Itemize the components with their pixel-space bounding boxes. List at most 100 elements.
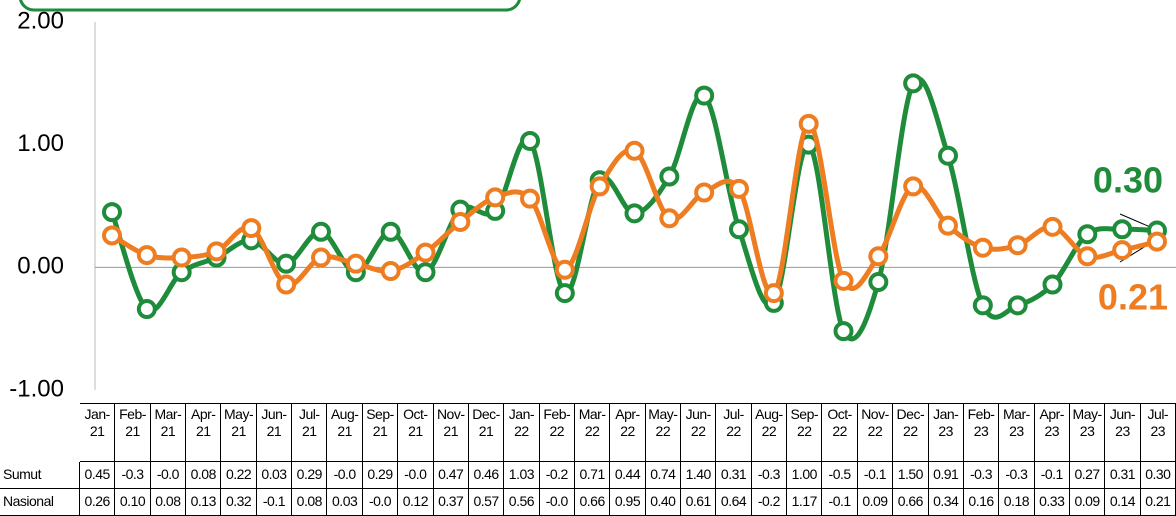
table-value: 0.09	[857, 489, 894, 516]
table-value: 0.33	[1034, 489, 1070, 516]
category-label: Jun-22	[681, 403, 717, 462]
table-value: 0.08	[292, 489, 328, 516]
point	[311, 247, 331, 268]
table-value: 0.74	[645, 462, 682, 489]
table-value: 0.29	[292, 462, 328, 489]
table-value: 0.95	[610, 489, 646, 516]
table-value: -0.2	[539, 462, 575, 489]
point	[1007, 295, 1028, 316]
y-tick-label: 2.00	[17, 7, 64, 34]
point	[380, 221, 401, 242]
point	[276, 253, 297, 274]
point	[972, 295, 993, 316]
series-name: Nasional	[0, 489, 80, 516]
category-label: May-21	[221, 403, 257, 462]
y-tick-label: 1.00	[17, 130, 64, 157]
table-value: 0.09	[1069, 489, 1106, 516]
category-label: May-23	[1069, 403, 1106, 462]
category-label: Mar-21	[150, 403, 187, 462]
table-value: -0.1	[857, 462, 894, 489]
table-value: -0.0	[398, 462, 434, 489]
table-value: 0.64	[716, 489, 752, 516]
point	[833, 270, 854, 291]
point	[450, 211, 471, 232]
point	[938, 215, 958, 236]
category-label: Dec-21	[468, 403, 505, 462]
category-label: Jan-21	[80, 403, 116, 462]
point	[729, 219, 749, 240]
category-label: Nov-22	[857, 403, 894, 462]
series-name: Sumut	[0, 462, 80, 489]
table-value: 0.18	[999, 489, 1035, 516]
table-value: -0.1	[822, 489, 858, 516]
table-value: -0.3	[963, 462, 1000, 489]
point	[136, 245, 157, 266]
table-value: 1.17	[787, 489, 823, 516]
table-value: 0.91	[928, 462, 964, 489]
point	[903, 73, 924, 94]
category-label: Nov-21	[433, 403, 469, 462]
table-value: 1.50	[893, 462, 929, 489]
point	[624, 203, 645, 224]
table-value: 0.40	[645, 489, 682, 516]
point	[1147, 231, 1167, 252]
table-value: 0.57	[468, 489, 505, 516]
category-label: Apr-21	[186, 403, 222, 462]
category-label: Jul-23	[1140, 403, 1176, 462]
point	[102, 202, 122, 223]
category-label: Mar-22	[574, 403, 611, 462]
end-label: 0.21	[1098, 277, 1168, 318]
table-value: 0.30	[1140, 462, 1176, 489]
category-label: Feb-22	[539, 403, 575, 462]
table-value: 0.27	[1069, 462, 1106, 489]
table-value: 1.40	[681, 462, 717, 489]
point	[415, 242, 436, 263]
chart: -1.00 0.00 1.00 2.00 0.30 0.21	[9, 0, 1176, 402]
category-label: Feb-21	[115, 403, 151, 462]
table-value: -0.3	[751, 462, 788, 489]
table-value: 0.22	[221, 462, 257, 489]
table-value: 0.12	[398, 489, 434, 516]
table-value: 0.03	[327, 489, 363, 516]
table-value: 0.66	[893, 489, 929, 516]
table-value: -0.3	[115, 462, 151, 489]
category-label: Mar-23	[999, 403, 1035, 462]
table-value: 0.31	[1105, 462, 1141, 489]
point	[485, 187, 506, 208]
category-label: Jan-23	[928, 403, 964, 462]
point	[1077, 246, 1098, 267]
point	[589, 176, 610, 197]
table-value: -0.3	[999, 462, 1035, 489]
category-label: Dec-22	[893, 403, 929, 462]
point	[311, 221, 331, 242]
y-tick-label: -1.00	[9, 375, 64, 402]
table-value: 0.29	[362, 462, 399, 489]
table-value: -0.2	[751, 489, 788, 516]
table-value: -0.5	[822, 462, 858, 489]
category-label: Apr-22	[610, 403, 646, 462]
table-value: 0.44	[610, 462, 646, 489]
table-value: 0.13	[186, 489, 222, 516]
table-value: 1.00	[787, 462, 823, 489]
point	[415, 262, 436, 283]
point	[1042, 274, 1063, 295]
category-label: Sep-22	[787, 403, 823, 462]
point	[903, 176, 924, 197]
point	[1007, 235, 1028, 256]
point	[380, 261, 401, 282]
table-value: 0.14	[1105, 489, 1141, 516]
table-value: 1.03	[504, 462, 540, 489]
table-value: 0.56	[504, 489, 540, 516]
table-value: 0.31	[716, 462, 752, 489]
point	[1112, 219, 1133, 240]
point	[1112, 240, 1133, 261]
point	[763, 283, 784, 304]
point	[206, 241, 227, 262]
header-box	[19, 0, 521, 12]
category-label: Jul-21	[292, 403, 328, 462]
table-value: 0.08	[186, 462, 222, 489]
table-value: 0.10	[115, 489, 151, 516]
table-value: -0.0	[150, 462, 187, 489]
table-value: 0.08	[150, 489, 187, 516]
